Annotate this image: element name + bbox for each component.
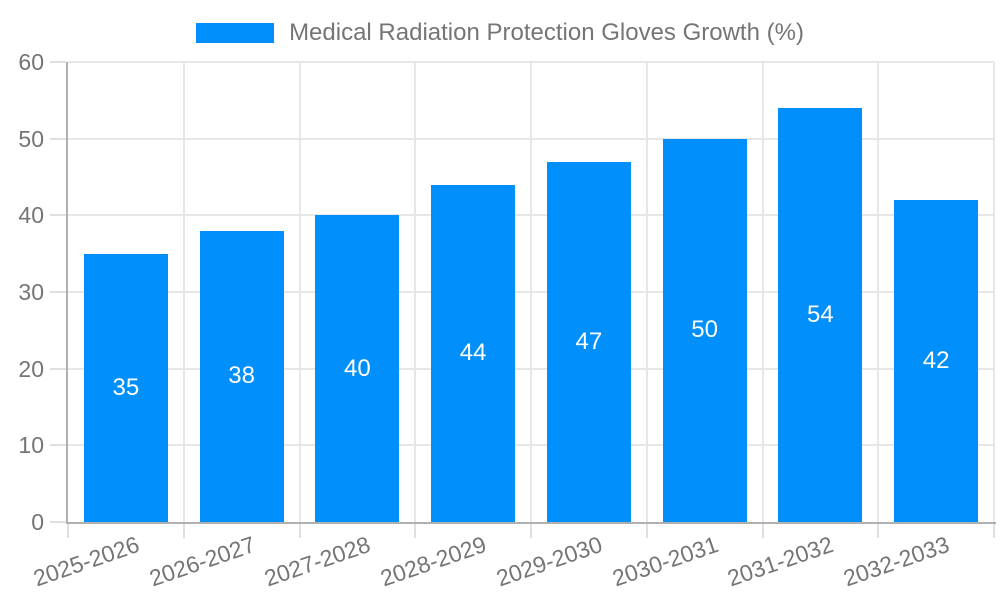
- x-gridline: [298, 62, 301, 522]
- x-axis-line: [66, 522, 996, 524]
- y-axis-tick-label-text: 60: [18, 49, 44, 75]
- y-tick-mark: [50, 367, 66, 370]
- x-gridline: [993, 62, 995, 522]
- y-axis-tick-label: 10: [0, 432, 44, 458]
- x-tick-mark: [993, 524, 995, 538]
- x-tick-mark: [414, 524, 417, 538]
- x-axis-tick-label: 2027-2028: [261, 531, 373, 591]
- y-tick-mark: [50, 61, 66, 63]
- bar-text: 40: [344, 354, 371, 382]
- bar[interactable]: 38: [199, 230, 284, 522]
- y-axis-tick-label: 60: [0, 49, 44, 75]
- y-axis-tick-label-text: 20: [18, 355, 44, 382]
- x-gridline: [530, 62, 532, 522]
- x-axis-tick-label: 2032-2033: [840, 531, 952, 591]
- y-axis-tick-label-text: 0: [31, 509, 44, 535]
- bar-text: 35: [112, 373, 140, 401]
- x-axis-tick-label: 2030-2031: [609, 531, 721, 591]
- y-tick-mark: [50, 444, 66, 447]
- bar[interactable]: 47: [546, 161, 631, 522]
- y-axis-tick-label-text: 50: [18, 125, 44, 152]
- y-axis-tick-label-text: 40: [18, 202, 44, 229]
- x-tick-mark: [877, 524, 880, 538]
- x-tick-mark: [761, 524, 764, 538]
- x-axis-tick-label-text: 2026-2027: [145, 531, 259, 592]
- x-axis-tick-label-text: 2032-2033: [840, 531, 953, 592]
- x-gridline: [182, 62, 185, 522]
- x-gridline: [877, 62, 880, 522]
- y-axis-tick-label-text: 10: [18, 432, 44, 459]
- x-axis-tick-label: 2025-2026: [30, 531, 142, 591]
- x-tick-mark: [182, 524, 185, 538]
- y-tick-mark: [50, 214, 66, 217]
- x-tick-mark: [298, 524, 301, 538]
- x-gridline: [645, 62, 648, 522]
- x-gridline: [414, 62, 417, 522]
- bar[interactable]: 54: [778, 108, 863, 522]
- y-axis-tick-label: 0: [0, 509, 44, 535]
- y-axis-tick-label: 50: [0, 126, 44, 152]
- x-axis-tick-label: 2028-2029: [377, 531, 489, 591]
- x-axis-tick-label-text: 2030-2031: [608, 531, 722, 592]
- y-axis-tick-label: 20: [0, 356, 44, 382]
- bar[interactable]: 40: [315, 215, 400, 522]
- bar[interactable]: 50: [662, 138, 747, 522]
- bar[interactable]: 42: [894, 200, 979, 522]
- bar-text: 42: [922, 347, 950, 374]
- bar-text: 54: [807, 301, 834, 328]
- x-tick-mark: [67, 524, 69, 538]
- x-gridline: [761, 62, 764, 522]
- x-tick-mark: [530, 524, 532, 538]
- x-axis-tick-label-text: 2025-2026: [29, 531, 143, 592]
- x-tick-mark: [645, 524, 648, 538]
- bar[interactable]: 35: [83, 253, 168, 522]
- x-axis-tick-label: 2026-2027: [146, 531, 258, 591]
- bar-text: 38: [228, 362, 255, 390]
- x-axis-tick-label-text: 2029-2030: [492, 531, 606, 592]
- bar[interactable]: 44: [431, 184, 516, 522]
- y-axis-tick-label-text: 30: [18, 279, 44, 305]
- legend-swatch-icon: [196, 23, 275, 43]
- legend-item[interactable]: Medical Radiation Protection Gloves Grow…: [0, 20, 1000, 46]
- x-axis-tick-label-text: 2027-2028: [261, 531, 374, 592]
- y-axis-line: [66, 62, 68, 522]
- y-axis-tick-label: 30: [0, 279, 44, 305]
- x-axis-tick-label: 2031-2032: [724, 531, 836, 591]
- x-axis-tick-label-text: 2031-2032: [724, 531, 837, 592]
- x-axis-tick-label: 2029-2030: [493, 531, 605, 591]
- y-axis-tick-label: 40: [0, 202, 44, 228]
- y-tick-mark: [50, 291, 66, 293]
- bar-text: 44: [459, 339, 487, 367]
- legend-label: Medical Radiation Protection Gloves Grow…: [289, 19, 804, 46]
- bar-text: 50: [691, 316, 718, 344]
- y-tick-mark: [50, 137, 66, 140]
- y-tick-mark: [50, 521, 66, 523]
- bar-text: 47: [575, 327, 603, 355]
- x-axis-tick-label-text: 2028-2029: [377, 531, 490, 592]
